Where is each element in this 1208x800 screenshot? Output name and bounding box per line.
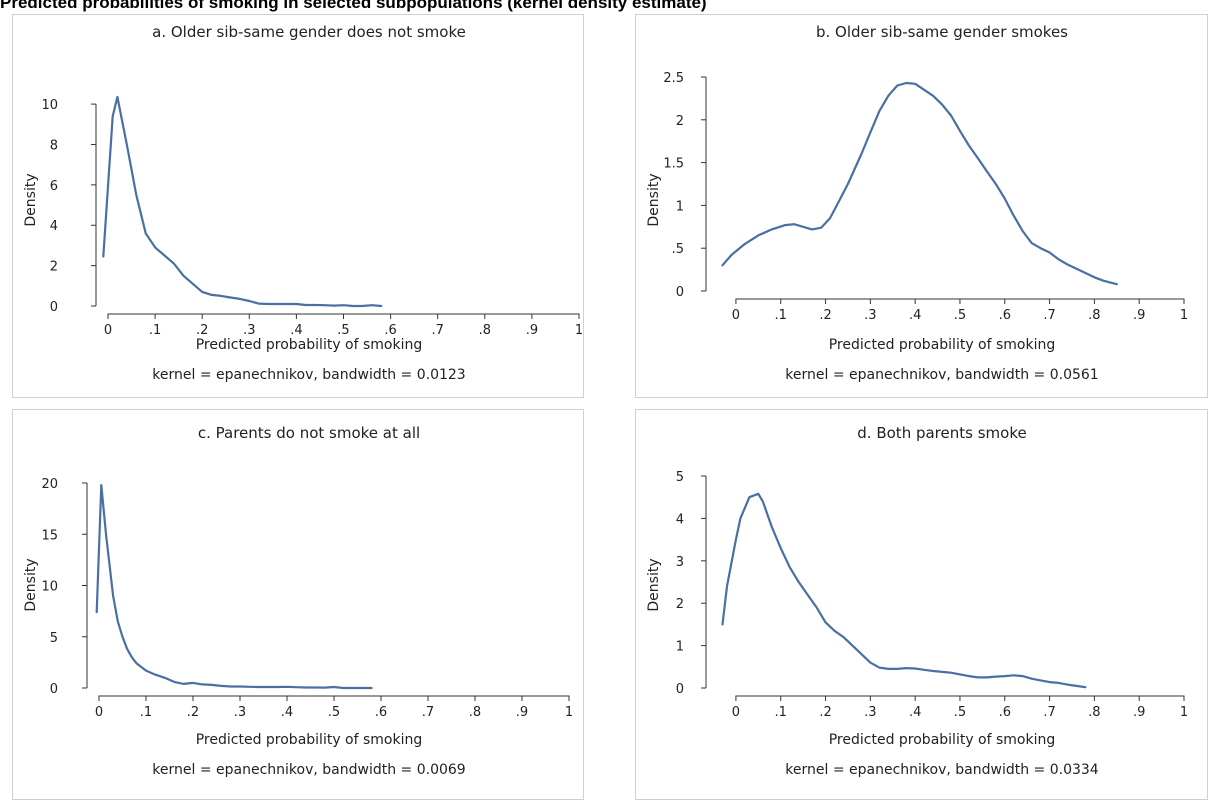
chart-d-y-tick-label: 1: [676, 640, 684, 655]
chart-b-title: b. Older sib-same gender smokes: [816, 23, 1068, 41]
chart-d-y-tick-label: 2: [676, 597, 684, 612]
chart-b-x-tick-label: 0: [732, 308, 740, 323]
chart-c-x-tick-label: .2: [187, 705, 199, 720]
chart-a-x-tick-label: .5: [337, 323, 349, 338]
chart-d-density-line: [721, 492, 1087, 689]
chart-a-y-tick-label: 2: [50, 260, 58, 275]
chart-c-note: kernel = epanechnikov, bandwidth = 0.006…: [152, 762, 465, 778]
chart-a-y-tick-label: 6: [50, 179, 58, 194]
chart-d-note: kernel = epanechnikov, bandwidth = 0.033…: [785, 762, 1099, 778]
chart-d-y-tick-label: 3: [676, 555, 684, 570]
chart-b-x-tick-label: .4: [909, 308, 921, 323]
page-title: Predicted probabilities of smoking in se…: [0, 0, 707, 12]
chart-a-x-tick-label: 1: [575, 323, 583, 338]
chart-a-svg: a. Older sib-same gender does not smoke 0…: [23, 23, 583, 383]
chart-b-x-label: Predicted probability of smoking: [829, 337, 1056, 353]
chart-c-x-tick-label: 1: [565, 705, 573, 720]
chart-c-y-tick-label: 10: [41, 580, 58, 595]
chart-a-x-tick-label: .1: [149, 323, 161, 338]
chart-a-density-line: [102, 95, 383, 308]
chart-c-x-tick-label: .5: [328, 705, 340, 720]
chart-d-x-tick-label: .5: [954, 705, 966, 720]
chart-a-y-label: Density: [23, 173, 39, 226]
chart-a-x-tick-label: .9: [526, 323, 538, 338]
chart-d-x-tick-label: .6: [999, 705, 1011, 720]
chart-b-svg: b. Older sib-same gender smokes0.511.522…: [646, 23, 1188, 383]
chart-c-y-label: Density: [23, 558, 39, 611]
chart-d-y-tick-label: 0: [676, 682, 684, 697]
chart-a-y-tick-label: 4: [50, 219, 58, 234]
chart-d-x-tick-label: .1: [775, 705, 787, 720]
chart-panel-a: a. Older sib-same gender does not smoke 0…: [12, 14, 584, 398]
chart-a-x-tick-label: .4: [290, 323, 302, 338]
chart-c-x-tick-label: .9: [516, 705, 528, 720]
chart-c-y-tick-label: 5: [50, 631, 58, 646]
chart-c-x-tick-label: 0: [95, 705, 103, 720]
chart-panel-d: d. Both parents smoke 0 1 2 3 4 5 0 .1 .2 .3 .4 .5 .6…: [635, 409, 1208, 800]
chart-d-title: d. Both parents smoke: [857, 424, 1026, 442]
chart-a-note: kernel = epanechnikov, bandwidth = 0.012…: [152, 367, 465, 383]
chart-b-x-tick-label: .1: [775, 308, 787, 323]
chart-b-y-tick-label: 0: [676, 285, 684, 300]
chart-d-x-tick-label: 1: [1180, 705, 1188, 720]
chart-d-y-label: Density: [646, 558, 662, 611]
chart-b-x-tick-label: .2: [819, 308, 831, 323]
chart-b-note: kernel = epanechnikov, bandwidth = 0.056…: [785, 367, 1098, 383]
chart-d-svg: d. Both parents smoke 0 1 2 3 4 5 0 .1 .2 .3 .4 .5 .6…: [646, 424, 1188, 778]
chart-c-x-tick-label: .8: [469, 705, 481, 720]
chart-c-title: c. Parents do not smoke at all: [198, 424, 420, 442]
chart-c-density-line: [95, 483, 373, 690]
chart-a-x-tick-label: 0: [104, 323, 112, 338]
chart-a-title: a. Older sib-same gender does not smoke: [152, 23, 466, 41]
chart-a-y-tick-label: 8: [50, 138, 58, 153]
chart-b-x-tick-label: .9: [1133, 308, 1145, 323]
chart-d-x-tick-label: .4: [909, 705, 921, 720]
chart-c-x-tick-label: .4: [281, 705, 293, 720]
chart-b-y-tick-label: 2: [676, 114, 684, 129]
chart-d-x-label: Predicted probability of smoking: [829, 732, 1056, 748]
chart-b-y-label: Density: [646, 173, 662, 226]
chart-b-y-tick-label: 2.5: [663, 71, 684, 86]
chart-d-x-tick-label: .7: [1043, 705, 1055, 720]
chart-c-y-tick-label: 0: [50, 682, 58, 697]
chart-d-y-tick-label: 5: [676, 470, 684, 485]
chart-a-y-tick-label: 10: [41, 98, 58, 113]
chart-d-x-tick-label: .2: [819, 705, 831, 720]
chart-d-x-tick-label: .9: [1133, 705, 1145, 720]
chart-panel-c: c. Parents do not smoke at all 0 5 10 15 20 0.…: [12, 409, 584, 800]
chart-b-x-tick-label: .5: [954, 308, 966, 323]
chart-b-x-tick-label: .3: [864, 308, 876, 323]
chart-a-x-tick-label: .8: [479, 323, 491, 338]
chart-c-x-label: Predicted probability of smoking: [196, 732, 423, 748]
chart-a-x-label: Predicted probability of smoking: [196, 337, 423, 353]
chart-c-y-tick-label: 15: [41, 528, 58, 543]
chart-d-x-tick-label: .8: [1088, 705, 1100, 720]
chart-c-x-tick-label: .3: [234, 705, 246, 720]
chart-c-svg: c. Parents do not smoke at all 0 5 10 15 20 0.…: [23, 424, 573, 778]
chart-c-x-tick-label: .1: [140, 705, 152, 720]
chart-b-x-tick-label: .8: [1088, 308, 1100, 323]
chart-b-x-tick-label: .7: [1043, 308, 1055, 323]
chart-b-x-tick-label: 1: [1180, 308, 1188, 323]
chart-b-x-tick-label: .6: [999, 308, 1011, 323]
chart-d-x-tick-label: 0: [732, 705, 740, 720]
chart-d-x-tick-label: .3: [864, 705, 876, 720]
chart-a-x-tick-label: .7: [431, 323, 443, 338]
chart-a-x-tick-label: .6: [384, 323, 396, 338]
chart-a-y-tick-label: 0: [50, 300, 58, 315]
chart-b-density-line: [721, 81, 1118, 286]
chart-b-y-tick-label: .5: [672, 242, 684, 257]
chart-a-x-tick-label: .3: [243, 323, 255, 338]
chart-c-x-tick-label: .6: [375, 705, 387, 720]
chart-b-y-tick-label: 1.5: [663, 157, 684, 172]
chart-b-y-tick-label: 1: [676, 199, 684, 214]
chart-c-x-tick-label: .7: [422, 705, 434, 720]
chart-panel-b: b. Older sib-same gender smokes 0.5 1 1.5 2 2…: [635, 14, 1208, 398]
chart-c-y-tick-label: 20: [41, 477, 58, 492]
chart-d-y-tick-label: 4: [676, 512, 684, 527]
chart-a-x-tick-label: .2: [196, 323, 208, 338]
